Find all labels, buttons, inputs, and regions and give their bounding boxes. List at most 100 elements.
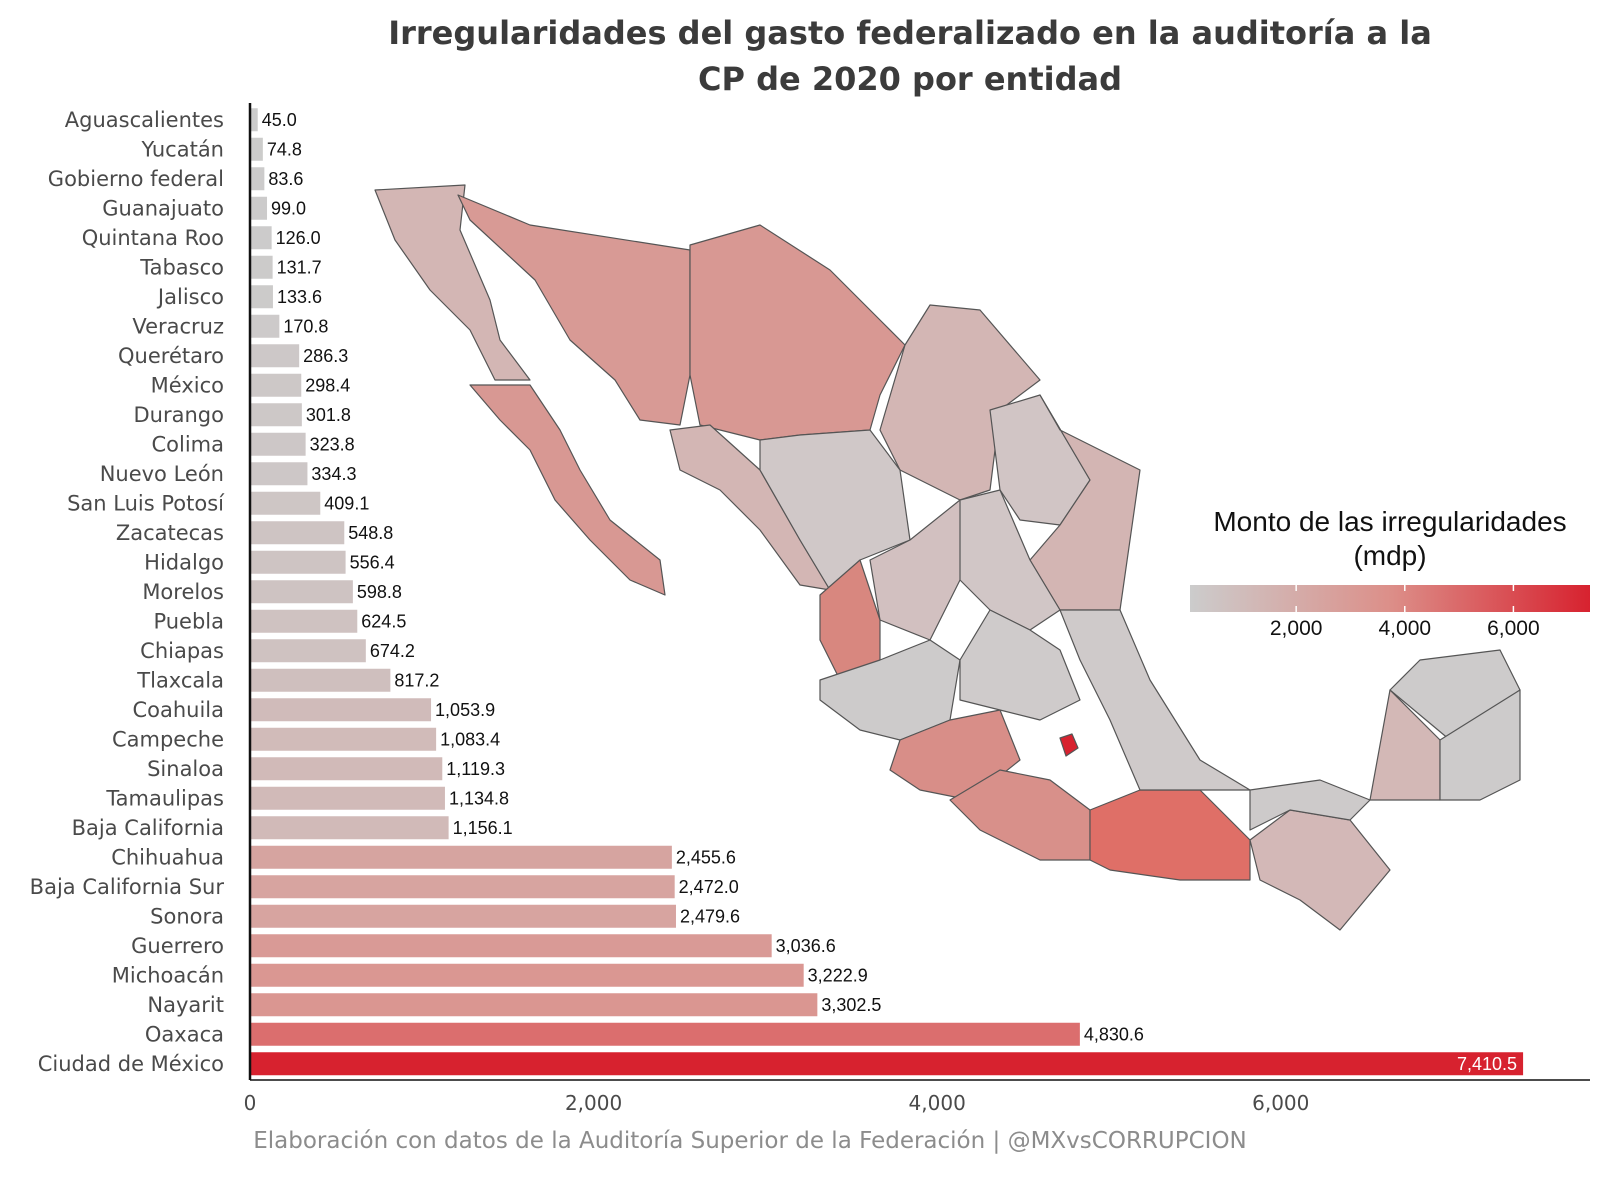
category-label: Baja California Sur (30, 875, 225, 899)
category-label: Guerrero (131, 934, 224, 958)
value-label: 99.0 (271, 198, 306, 218)
category-label: Chiapas (140, 639, 224, 663)
bar (250, 993, 818, 1017)
value-label: 1,053.9 (435, 700, 495, 720)
value-label: 674.2 (370, 641, 415, 661)
map-region-baja-california-sur (469, 384, 666, 596)
map-region-san-luis-potosi (959, 489, 1061, 631)
bar (250, 226, 272, 250)
value-label: 334.3 (311, 464, 356, 484)
bar (250, 373, 302, 397)
map-region-tabasco (1249, 779, 1371, 831)
category-label: Aguascalientes (65, 108, 224, 132)
bar (250, 698, 432, 722)
legend-tick-label: 4,000 (1378, 617, 1432, 640)
x-tick-label: 6,000 (1252, 1091, 1309, 1115)
map-region-durango (759, 429, 911, 591)
category-label: Colima (151, 432, 224, 456)
value-label: 548.8 (348, 523, 393, 543)
map-region-sonora (457, 194, 691, 426)
bar (250, 934, 772, 958)
value-label: 2,479.6 (680, 906, 740, 926)
category-label: Morelos (142, 580, 224, 604)
bar (250, 875, 675, 899)
value-label: 624.5 (361, 611, 406, 631)
value-label: 301.8 (306, 405, 351, 425)
bar (250, 668, 391, 692)
bar (250, 167, 265, 191)
value-label: 2,455.6 (676, 847, 736, 867)
category-label: Tabasco (139, 255, 224, 279)
value-label: 2,472.0 (679, 877, 739, 897)
map-region-veracruz (1059, 609, 1251, 791)
category-label: Yucatán (140, 137, 224, 161)
map-region-cdmx (1059, 733, 1079, 757)
category-label: Oaxaca (145, 1022, 224, 1046)
bar (250, 757, 443, 781)
bar (250, 491, 321, 515)
bar (250, 580, 353, 604)
category-label: Baja California (72, 816, 224, 840)
x-tick-label: 0 (244, 1091, 257, 1115)
legend-tick-label: 6,000 (1487, 617, 1540, 640)
category-label: Puebla (153, 609, 224, 633)
category-label: Coahuila (132, 698, 224, 722)
value-label: 131.7 (277, 257, 322, 277)
bar (250, 314, 280, 338)
bar (250, 521, 345, 545)
bar (250, 727, 437, 751)
color-legend: Monto de las irregularidades (mdp) 2,000 4… (1190, 505, 1590, 655)
bar (250, 1052, 1524, 1076)
value-label: 7,410.5 (1457, 1054, 1517, 1074)
category-label: Michoacán (112, 963, 224, 987)
x-tick-label: 2,000 (565, 1091, 622, 1115)
caption: Elaboración con datos de la Auditoría Su… (253, 1128, 1247, 1154)
category-label: Sonora (150, 904, 224, 928)
category-label: Ciudad de México (38, 1052, 224, 1076)
category-label: Nayarit (147, 993, 224, 1017)
bar (250, 344, 300, 368)
bar (250, 196, 268, 220)
value-label: 1,134.8 (449, 788, 509, 808)
category-label: México (151, 373, 224, 397)
category-label: Hidalgo (144, 550, 224, 574)
value-label: 170.8 (283, 316, 328, 336)
value-label: 1,156.1 (453, 818, 513, 838)
bar (250, 108, 258, 132)
category-label: Veracruz (132, 314, 224, 338)
value-label: 286.3 (303, 346, 348, 366)
map-region-yucatan (1389, 649, 1521, 741)
chart-title: Irregularidades del gasto federalizado e… (388, 14, 1432, 98)
x-tick-label: 4,000 (909, 1091, 966, 1115)
value-label: 817.2 (394, 670, 439, 690)
category-label: Guanajuato (102, 196, 224, 220)
bar (250, 137, 263, 161)
bar (250, 403, 302, 427)
bar (250, 550, 346, 574)
bar (250, 786, 445, 810)
bar (250, 963, 804, 987)
bar (250, 904, 676, 928)
bar (250, 462, 308, 486)
map-region-sinaloa (669, 424, 831, 591)
bar (250, 609, 358, 633)
category-label: Gobierno federal (48, 167, 224, 191)
value-label: 133.6 (277, 287, 322, 307)
category-label: Durango (134, 403, 224, 427)
category-label: Quintana Roo (82, 226, 224, 250)
bar (250, 816, 449, 840)
bar (250, 432, 306, 456)
category-label: Tlaxcala (136, 668, 224, 692)
value-label: 74.8 (267, 139, 302, 159)
category-label: San Luis Potosí (67, 491, 225, 515)
bar (250, 1022, 1080, 1046)
value-label: 409.1 (324, 493, 369, 513)
legend-color-bar (1190, 585, 1590, 612)
value-label: 1,119.3 (446, 759, 505, 779)
category-label: Zacatecas (116, 521, 224, 545)
value-label: 323.8 (310, 434, 355, 454)
legend-tick-label: 2,000 (1269, 617, 1323, 640)
value-label: 1,083.4 (440, 729, 500, 749)
legend-title: Monto de las irregularidades (mdp) (1213, 506, 1567, 571)
